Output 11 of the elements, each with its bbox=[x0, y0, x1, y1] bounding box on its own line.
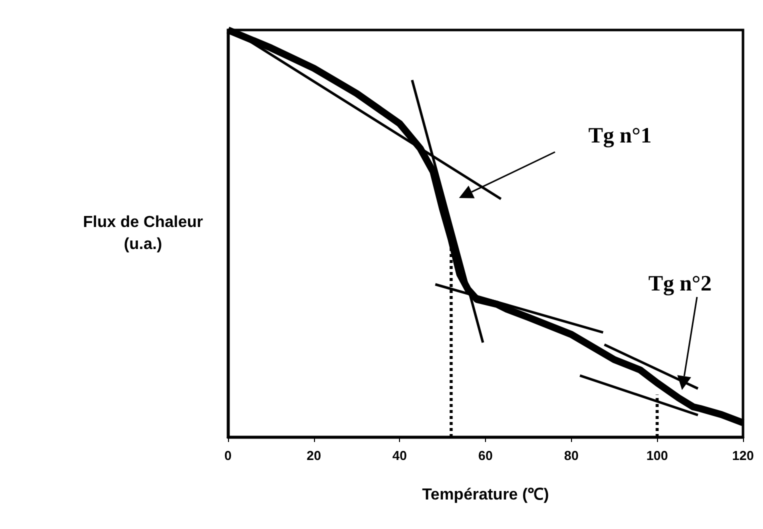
x-tick-label: 120 bbox=[732, 448, 754, 463]
x-tick-label: 40 bbox=[392, 448, 407, 463]
x-axis-title: Température (℃) bbox=[422, 486, 549, 504]
x-tick-label: 20 bbox=[306, 448, 322, 463]
x-tick-label: 0 bbox=[224, 448, 232, 463]
annotation: Tg n°1 bbox=[588, 122, 652, 148]
y-axis-title: Flux de Chaleur (u.a.) bbox=[82, 214, 204, 253]
x-tick-label: 100 bbox=[646, 448, 668, 463]
x-tick-label: 60 bbox=[478, 448, 493, 463]
annotation: Tg n°2 bbox=[648, 270, 712, 296]
x-tick-label: 80 bbox=[564, 448, 579, 463]
